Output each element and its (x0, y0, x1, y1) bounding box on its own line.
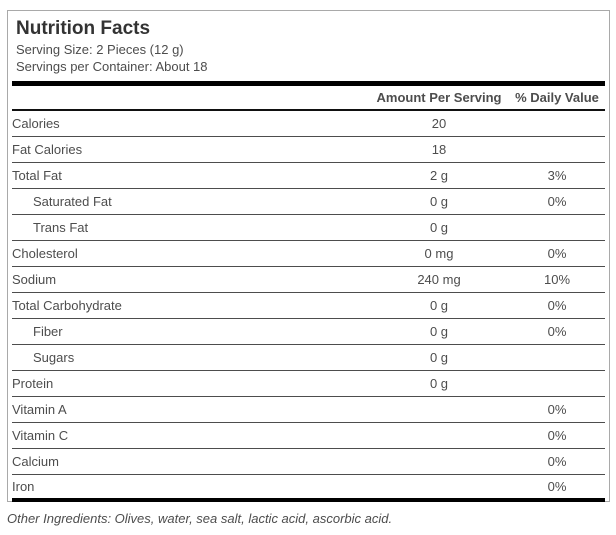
other-ingredients-text: Other Ingredients: Olives, water, sea sa… (7, 511, 393, 526)
table-header-row: Amount Per Serving % Daily Value (12, 86, 605, 111)
row-amount (369, 448, 509, 475)
row-label: Total Carbohydrate (12, 292, 369, 319)
row-daily-value: 0% (509, 240, 605, 267)
row-label: Vitamin C (12, 422, 369, 449)
header-spacer (12, 86, 369, 111)
row-label: Trans Fat (12, 214, 369, 241)
row-label: Fat Calories (12, 136, 369, 163)
row-amount: 0 g (369, 188, 509, 215)
row-amount (369, 422, 509, 449)
row-amount: 240 mg (369, 266, 509, 293)
row-daily-value: 10% (509, 266, 605, 293)
table-row-saturated-fat: Saturated Fat 0 g 0% (12, 188, 605, 215)
header-amount-per-serving: Amount Per Serving (369, 86, 509, 111)
table-row-cholesterol: Cholesterol 0 mg 0% (12, 240, 605, 267)
row-daily-value (509, 214, 605, 241)
row-amount (369, 396, 509, 423)
table-row-calcium: Calcium 0% (12, 448, 605, 475)
table-row-calories: Calories 20 (12, 110, 605, 137)
row-label: Sodium (12, 266, 369, 293)
row-label: Fiber (12, 318, 369, 345)
row-amount: 0 g (369, 292, 509, 319)
nutrition-table: Amount Per Serving % Daily Value Calorie… (12, 86, 605, 502)
header-daily-value: % Daily Value (509, 86, 605, 111)
row-amount: 2 g (369, 162, 509, 189)
table-row-fiber: Fiber 0 g 0% (12, 318, 605, 345)
row-daily-value (509, 344, 605, 371)
row-label: Sugars (12, 344, 369, 371)
row-label: Calcium (12, 448, 369, 475)
row-daily-value: 3% (509, 162, 605, 189)
row-label: Cholesterol (12, 240, 369, 267)
nutrition-facts-panel: Nutrition Facts Serving Size: 2 Pieces (… (7, 10, 610, 502)
row-label: Vitamin A (12, 396, 369, 423)
row-daily-value (509, 370, 605, 397)
row-daily-value: 0% (509, 188, 605, 215)
row-daily-value: 0% (509, 448, 605, 475)
thick-divider-top (12, 81, 605, 86)
row-daily-value: 0% (509, 318, 605, 345)
serving-size-text: Serving Size: 2 Pieces (12 g) (16, 42, 184, 57)
table-row-trans-fat: Trans Fat 0 g (12, 214, 605, 241)
row-amount: 0 g (369, 318, 509, 345)
table-row-fat-calories: Fat Calories 18 (12, 136, 605, 163)
table-row-vitamin-c: Vitamin C 0% (12, 422, 605, 449)
row-amount: 0 mg (369, 240, 509, 267)
row-amount: 20 (369, 110, 509, 137)
row-daily-value: 0% (509, 292, 605, 319)
row-daily-value (509, 136, 605, 163)
page-title: Nutrition Facts (16, 18, 151, 39)
row-daily-value: 0% (509, 422, 605, 449)
row-amount (369, 474, 509, 502)
row-label: Calories (12, 110, 369, 137)
row-daily-value: 0% (509, 396, 605, 423)
table-row-sugars: Sugars 0 g (12, 344, 605, 371)
row-amount: 0 g (369, 214, 509, 241)
table-row-vitamin-a: Vitamin A 0% (12, 396, 605, 423)
row-daily-value: 0% (509, 474, 605, 502)
table-row-total-carbohydrate: Total Carbohydrate 0 g 0% (12, 292, 605, 319)
row-label: Iron (12, 474, 369, 502)
row-label: Total Fat (12, 162, 369, 189)
table-row-sodium: Sodium 240 mg 10% (12, 266, 605, 293)
row-amount: 18 (369, 136, 509, 163)
row-label: Protein (12, 370, 369, 397)
row-amount: 0 g (369, 370, 509, 397)
table-row-total-fat: Total Fat 2 g 3% (12, 162, 605, 189)
row-daily-value (509, 110, 605, 137)
servings-per-container-text: Servings per Container: About 18 (16, 59, 208, 74)
row-label: Saturated Fat (12, 188, 369, 215)
table-row-protein: Protein 0 g (12, 370, 605, 397)
row-amount: 0 g (369, 344, 509, 371)
table-row-iron: Iron 0% (12, 474, 605, 502)
